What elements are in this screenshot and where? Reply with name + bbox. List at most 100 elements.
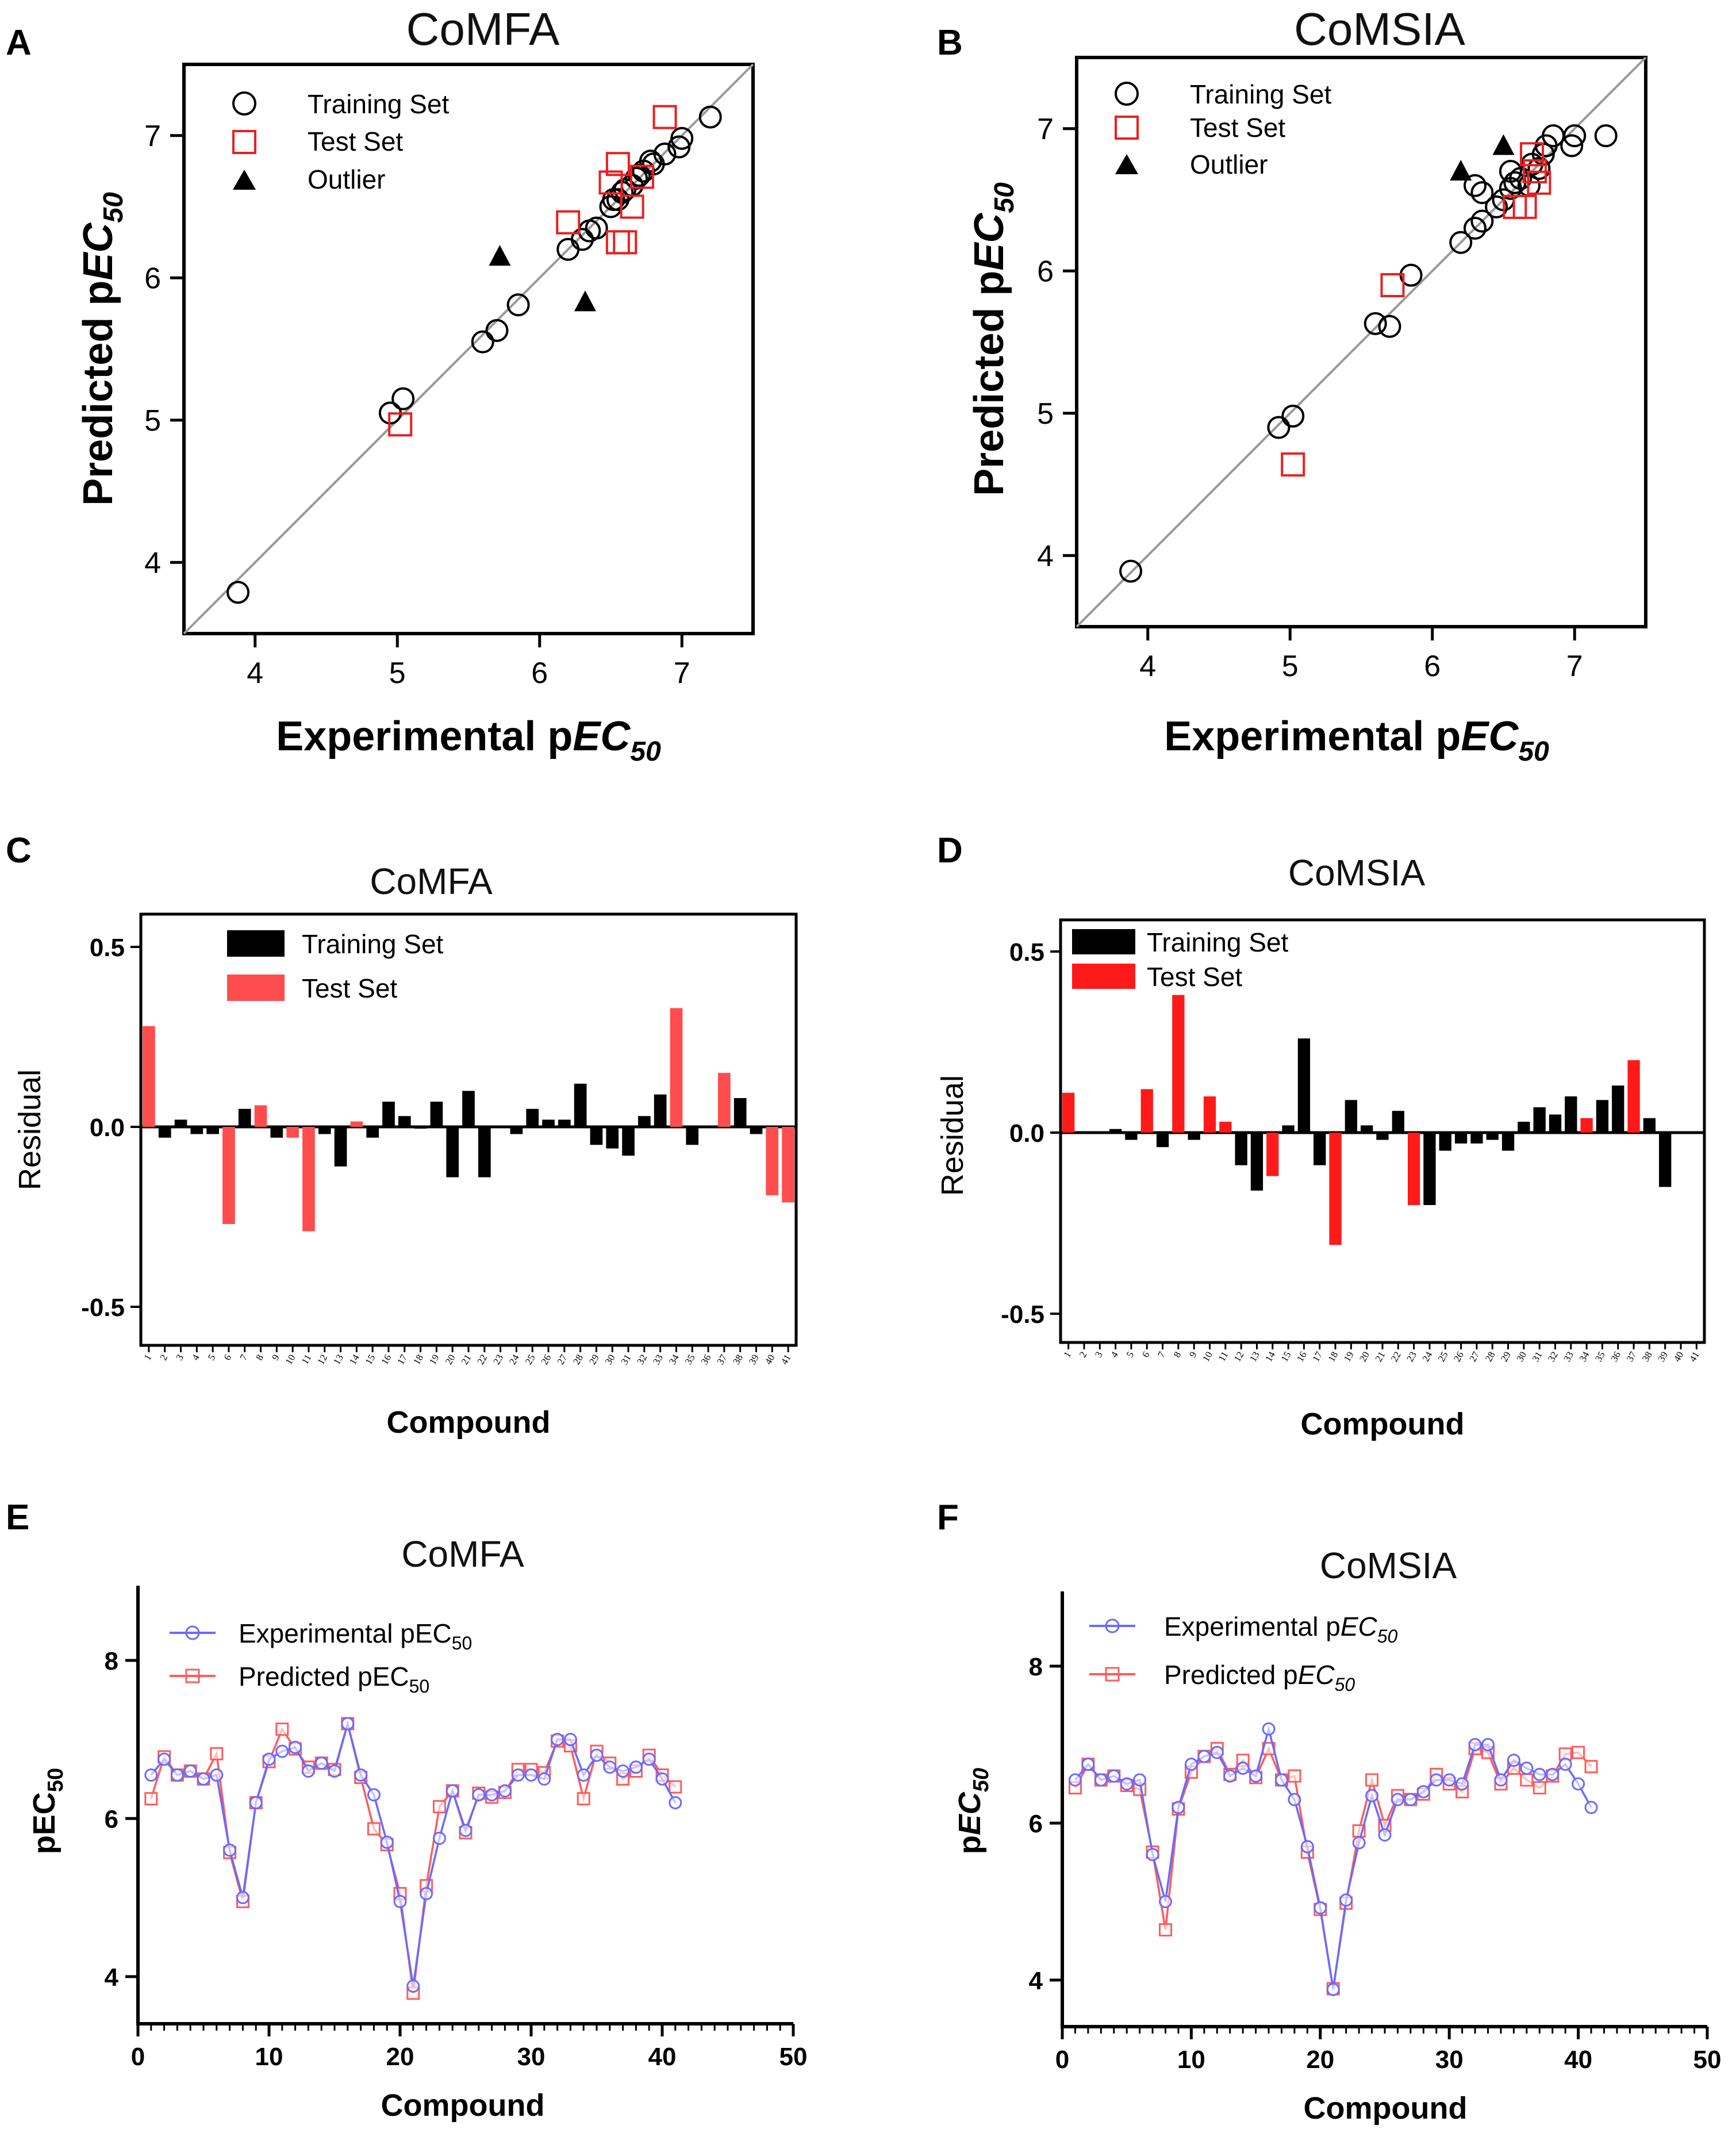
experimental-point (1081, 1758, 1095, 1771)
residual-bar (733, 1098, 747, 1127)
residual-bar (686, 1127, 699, 1145)
legend-pred-label: Predicted pEC50 (1164, 1660, 1355, 1695)
experimental-point (354, 1768, 368, 1782)
residual-bar (1376, 1133, 1389, 1140)
x-tick-label: 23 (491, 1353, 505, 1367)
training-point (1267, 416, 1291, 439)
residual-bar (1565, 1096, 1577, 1133)
x-tick-label: 41 (1687, 1350, 1702, 1364)
legend-outlier-marker (233, 170, 256, 190)
x-tick-label: 24 (1420, 1349, 1434, 1364)
residual-bar (1172, 995, 1185, 1133)
x-tick-label: 4 (247, 657, 263, 690)
residual-bar (1219, 1122, 1232, 1133)
x-tick-label: 30 (1514, 1350, 1528, 1364)
residual-bar (1423, 1133, 1436, 1205)
residual-bar (1361, 1125, 1373, 1133)
experimental-point (314, 1756, 328, 1770)
x-tick-label: 26 (1451, 1350, 1466, 1364)
identity-line (183, 63, 754, 635)
y-tick-label: 5 (144, 404, 161, 438)
residual-bar (1109, 1129, 1122, 1133)
experimental-point (669, 1796, 682, 1809)
x-tick-label: 10 (1177, 2046, 1205, 2074)
experimental-point (1274, 1773, 1288, 1787)
x-tick-label: 20 (443, 1353, 458, 1367)
residual-bar (670, 1008, 683, 1127)
experimental-point (537, 1772, 551, 1786)
experimental-point (1404, 1793, 1418, 1806)
residual-bar (1125, 1133, 1138, 1140)
legend-training-swatch (1072, 929, 1135, 954)
predicted-series-line (1074, 1745, 1592, 1989)
residual-bar (350, 1121, 363, 1127)
residual-bar (622, 1127, 635, 1156)
experimental-point (603, 1760, 617, 1774)
x-tick-label: 7 (237, 1352, 249, 1362)
experimental-point (485, 1788, 499, 1802)
x-tick-label: 40 (648, 2043, 677, 2071)
outlier-point (1450, 160, 1472, 181)
experimental-point (1300, 1840, 1314, 1854)
panel-d-ylabel: Residual (935, 1075, 970, 1196)
residual-bar (1501, 1133, 1515, 1151)
x-tick-label: 5 (1282, 650, 1299, 683)
x-tick-label: 20 (1306, 2046, 1334, 2074)
x-tick-label: 13 (1247, 1350, 1262, 1364)
experimental-point (328, 1764, 341, 1778)
experimental-point (629, 1760, 643, 1774)
x-tick-label: 39 (1656, 1350, 1670, 1364)
predicted-point (577, 1792, 590, 1806)
legend-training-marker (232, 91, 256, 116)
experimental-point (275, 1744, 289, 1758)
experimental-point (380, 1835, 394, 1849)
x-tick-label: 1 (1061, 1350, 1073, 1360)
panel-e-title: CoMFA (401, 1533, 524, 1575)
x-tick-label: 23 (1404, 1350, 1419, 1364)
x-tick-label: 33 (1561, 1350, 1576, 1364)
residual-bar (222, 1127, 235, 1225)
x-tick-label: 14 (347, 1352, 362, 1367)
experimental-point (289, 1740, 302, 1754)
x-tick-label: 27 (555, 1352, 569, 1367)
x-tick-label: 5 (389, 657, 406, 690)
test-point (1522, 159, 1547, 183)
residual-bar (1439, 1133, 1451, 1151)
legend-pred-label: Predicted pEC50 (239, 1662, 429, 1697)
test-point (620, 194, 644, 219)
legend-test-label: Test Set (1190, 113, 1285, 143)
test-point (605, 152, 630, 177)
legend-training-label: Training Set (1190, 79, 1332, 109)
panel-c-letter: C (6, 831, 32, 870)
x-tick-label: 18 (411, 1353, 425, 1367)
residual-bar (398, 1116, 411, 1127)
outlier-point (489, 245, 511, 266)
predicted-point (432, 1800, 446, 1813)
x-tick-label: 12 (1232, 1350, 1246, 1364)
x-tick-label: 10 (1200, 1350, 1215, 1364)
x-tick-label: 17 (1310, 1349, 1324, 1364)
x-tick-label: 9 (270, 1353, 282, 1363)
x-tick-label: 40 (1672, 1350, 1686, 1364)
x-tick-label: 2 (158, 1353, 170, 1363)
residual-bar (1266, 1133, 1279, 1176)
experimental-point (1120, 1777, 1134, 1791)
experimental-point (511, 1768, 525, 1782)
x-tick-label: 34 (667, 1352, 681, 1367)
residual-bar (1345, 1100, 1358, 1133)
experimental-point (590, 1748, 604, 1762)
x-tick-label: 28 (1483, 1350, 1497, 1364)
y-tick-label: 6 (144, 262, 161, 295)
x-tick-label: 18 (1326, 1350, 1341, 1364)
y-tick-label: 6 (105, 1805, 118, 1833)
x-tick-label: 4 (1108, 1349, 1120, 1359)
y-tick-label: 5 (1037, 397, 1054, 431)
residual-bar (1518, 1122, 1530, 1133)
x-tick-label: 3 (174, 1353, 186, 1363)
predicted-point (1520, 1773, 1534, 1787)
residual-bar (1062, 1092, 1075, 1133)
residual-bar (430, 1102, 443, 1127)
experimental-point (1133, 1773, 1147, 1787)
panel-f-title: CoMSIA (1320, 1545, 1457, 1586)
x-tick-label: 20 (386, 2043, 414, 2071)
